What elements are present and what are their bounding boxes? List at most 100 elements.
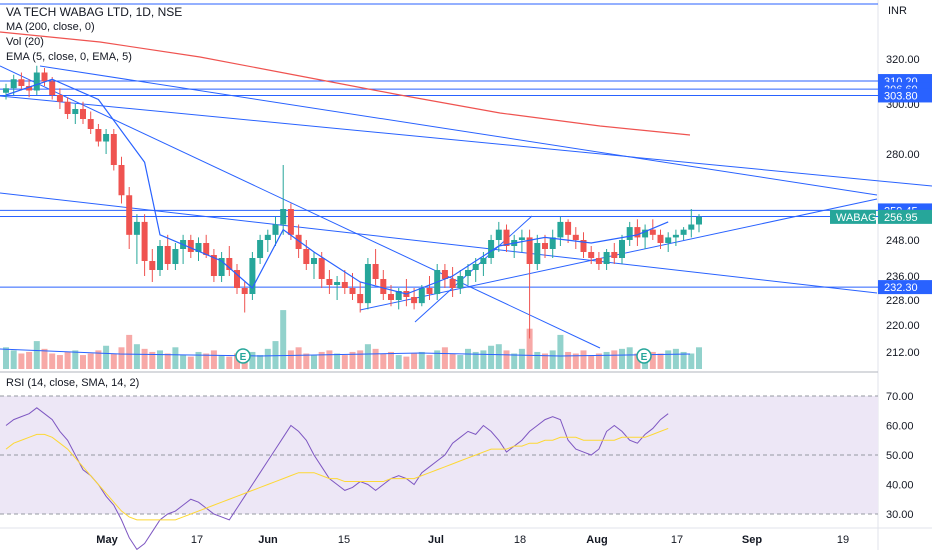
volume-bar — [634, 353, 641, 369]
volume-bar — [287, 350, 294, 369]
volume-bar — [126, 334, 133, 369]
volume-bar — [688, 353, 695, 369]
chart-title[interactable]: VA TECH WABAG LTD, 1D, NSE — [6, 5, 183, 19]
legend-ma200[interactable]: MA (200, close, 0) — [6, 21, 95, 33]
candle-body — [118, 165, 125, 196]
volume-bar — [441, 347, 448, 369]
volume-bar — [326, 350, 333, 369]
volume-bar — [234, 353, 240, 369]
candle-body — [472, 264, 479, 270]
candle-body — [149, 261, 156, 270]
volume-bar — [257, 355, 264, 369]
volume-bar — [549, 350, 556, 369]
price-tag — [878, 88, 932, 103]
candle-body — [157, 246, 163, 270]
candle-body — [418, 288, 425, 304]
candle-body — [503, 229, 510, 246]
volume-bar — [210, 350, 217, 369]
earnings-marker-label: E — [641, 352, 648, 363]
trend-line — [0, 192, 878, 294]
volume-bar — [72, 350, 79, 369]
candle-body — [357, 294, 364, 304]
trend-line — [359, 198, 878, 311]
volume-bar — [10, 350, 17, 369]
legend-vol[interactable]: Vol (20) — [6, 36, 44, 48]
earnings-marker — [636, 348, 652, 364]
candle-body — [18, 79, 25, 86]
candle-body — [272, 224, 279, 235]
volume-bar — [565, 351, 572, 369]
candle-body — [411, 297, 418, 304]
price-tag-label: 303.80 — [884, 90, 918, 102]
volume-bar — [426, 355, 433, 369]
volume-bar — [465, 348, 471, 369]
ema-line — [5, 78, 669, 295]
volume-bar — [665, 350, 672, 369]
volume-bar — [495, 344, 502, 369]
volume-bar — [41, 348, 48, 369]
candle-body — [611, 252, 618, 258]
candle-body — [210, 255, 217, 276]
candle-body — [549, 237, 556, 249]
price-tick-label: 212.00 — [886, 347, 920, 359]
candle-body — [334, 282, 341, 285]
candle-body — [642, 229, 649, 238]
candle-body — [380, 279, 387, 294]
volume-bar — [118, 347, 125, 369]
candle-body — [626, 227, 633, 240]
candle-body — [588, 252, 595, 258]
candle-body — [441, 270, 448, 279]
candle-body — [141, 221, 148, 261]
candle-body — [518, 237, 525, 240]
chart-legend: VA TECH WABAG LTD, 1D, NSE MA (200, clos… — [6, 5, 182, 65]
rsi-tick-label: 70.00 — [886, 391, 914, 403]
volume-bar — [3, 347, 9, 369]
price-tag — [878, 280, 932, 295]
volume-bar — [272, 341, 279, 369]
volume-bar — [403, 356, 410, 369]
volume-bar — [696, 347, 702, 369]
rsi-legend[interactable]: RSI (14, close, SMA, 14, 2) — [6, 377, 140, 389]
volume-bar — [295, 347, 302, 369]
volume-bar — [64, 351, 71, 369]
volume-bar — [418, 351, 425, 369]
volume-bar — [542, 353, 548, 369]
candle-body — [542, 243, 548, 249]
volume-bar — [680, 351, 687, 369]
time-tick-label: Jun — [258, 534, 278, 546]
volume-bar — [411, 353, 418, 369]
legend-ema[interactable]: EMA (5, close, 0, EMA, 5) — [6, 51, 132, 63]
candle-body — [311, 258, 317, 264]
volume-bar — [95, 350, 102, 369]
volume-bar — [619, 348, 625, 369]
volume-bar — [603, 351, 610, 369]
currency-label: INR — [888, 5, 907, 17]
volume-bar — [380, 353, 387, 369]
candle-body — [595, 258, 602, 264]
volume-bar — [180, 355, 187, 369]
volume-bar — [357, 350, 364, 369]
volume-ma-line — [0, 348, 691, 357]
candle-body — [426, 288, 433, 294]
rsi-tick-label: 50.00 — [886, 450, 914, 462]
candle-body — [103, 134, 110, 142]
rsi-sma-line — [5, 427, 669, 521]
candle-body — [33, 72, 40, 91]
candle-body — [634, 227, 641, 238]
volume-bar — [395, 355, 402, 369]
volume-bar — [595, 353, 602, 369]
candle-body — [657, 234, 664, 243]
rsi-line — [5, 407, 669, 551]
candle-body — [572, 234, 579, 240]
volume-bar — [280, 310, 287, 369]
volume-bar — [157, 350, 163, 369]
earnings-marker — [235, 348, 251, 364]
time-tick-label: 15 — [338, 534, 350, 546]
volume-bar — [388, 351, 394, 369]
price-tick-label: 236.00 — [886, 271, 920, 283]
volume-bar — [80, 355, 86, 369]
volume-bar — [149, 351, 156, 369]
price-tag — [878, 209, 932, 224]
